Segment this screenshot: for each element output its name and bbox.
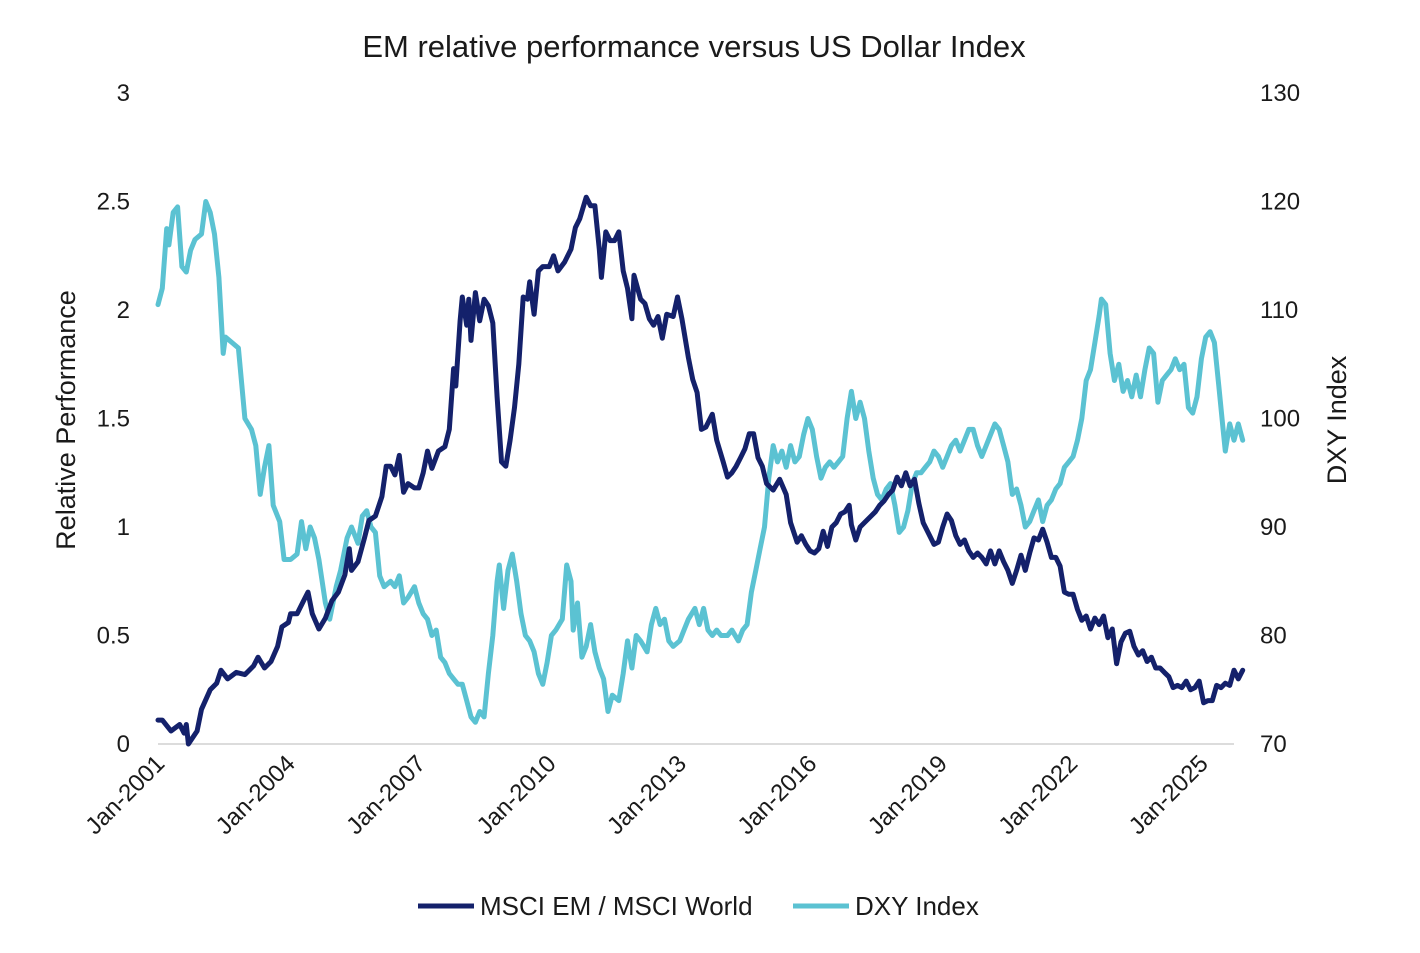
x-tick-label: Jan-2001 [80, 750, 170, 840]
right-tick-label: 80 [1260, 623, 1287, 650]
right-axis-title: DXY Index [1322, 355, 1352, 484]
series-line-msci-em-world [155, 194, 1246, 747]
right-tick-label: 130 [1260, 80, 1300, 107]
left-tick-label: 1.5 [97, 406, 130, 433]
x-tick-label: Jan-2022 [993, 750, 1083, 840]
x-axis: Jan-2001 Jan-2004 Jan-2007 Jan-2010 Jan-2013… [80, 750, 1213, 840]
left-tick-label: 2 [117, 297, 130, 324]
left-tick-label: 2.5 [97, 189, 130, 216]
left-y-axis: 0 0.5 1 1.5 2 2.5 3 [97, 80, 130, 758]
left-tick-label: 3 [117, 80, 130, 107]
legend-label-msci: MSCI EM / MSCI World [480, 891, 753, 921]
x-tick-label: Jan-2013 [602, 750, 692, 840]
x-tick-label: Jan-2007 [341, 750, 431, 840]
legend: MSCI EM / MSCI World DXY Index [418, 891, 979, 921]
chart-title: EM relative performance versus US Dollar… [362, 29, 1026, 64]
series-line-dxy-index [155, 199, 1246, 725]
series-layer [155, 194, 1246, 747]
right-tick-label: 100 [1260, 406, 1300, 433]
right-y-axis: 70 80 90 100 110 120 130 [1260, 80, 1300, 758]
right-tick-label: 70 [1260, 731, 1287, 758]
left-tick-label: 1 [117, 514, 130, 541]
x-tick-label: Jan-2025 [1124, 750, 1214, 840]
left-axis-title: Relative Performance [51, 290, 81, 550]
left-tick-label: 0 [117, 731, 130, 758]
x-tick-label: Jan-2010 [472, 750, 562, 840]
right-tick-label: 90 [1260, 514, 1287, 541]
legend-label-dxy: DXY Index [855, 891, 979, 921]
x-tick-label: Jan-2016 [733, 750, 823, 840]
right-tick-label: 120 [1260, 189, 1300, 216]
x-tick-label: Jan-2019 [863, 750, 953, 840]
left-tick-label: 0.5 [97, 623, 130, 650]
x-tick-label: Jan-2004 [211, 750, 301, 840]
right-tick-label: 110 [1260, 297, 1298, 324]
